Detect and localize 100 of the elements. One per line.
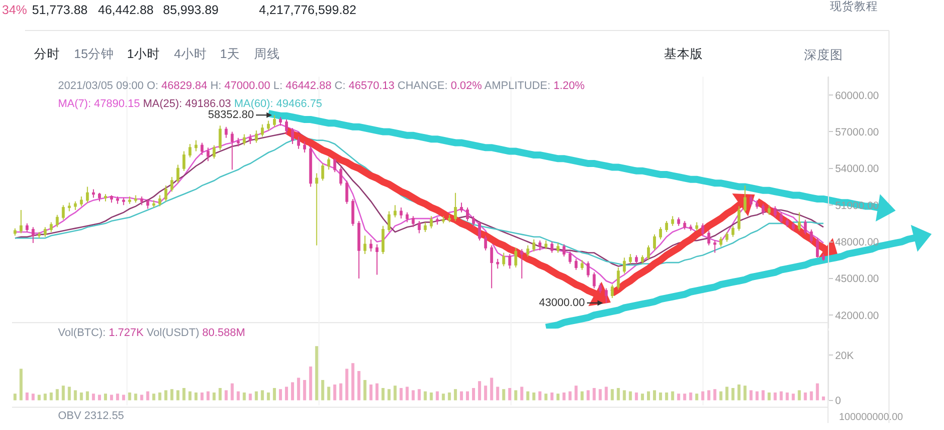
bar bbox=[622, 390, 626, 400]
candlestick bbox=[810, 229, 813, 244]
bar bbox=[490, 378, 494, 400]
candlestick bbox=[104, 194, 107, 202]
bar bbox=[128, 392, 132, 400]
bar bbox=[756, 391, 759, 400]
candlestick bbox=[110, 194, 113, 204]
candlestick bbox=[532, 238, 536, 252]
bar bbox=[683, 394, 686, 400]
candlestick bbox=[200, 142, 204, 156]
bar bbox=[26, 392, 29, 400]
bar bbox=[278, 389, 282, 400]
bar bbox=[792, 394, 795, 400]
bar bbox=[394, 386, 397, 400]
y-tick-label: 45000.00 bbox=[835, 273, 880, 286]
text: OBV 2312.55 bbox=[58, 410, 124, 422]
candlestick bbox=[394, 204, 397, 218]
candlestick bbox=[725, 231, 728, 242]
bar bbox=[768, 392, 771, 400]
candlestick bbox=[158, 194, 162, 207]
candlestick bbox=[568, 251, 572, 264]
bar bbox=[750, 390, 753, 400]
annotation: 58352.80 bbox=[208, 109, 254, 121]
bar bbox=[170, 389, 174, 400]
bar bbox=[20, 368, 23, 400]
candlestick bbox=[634, 254, 638, 264]
bar bbox=[188, 391, 192, 400]
y-tick-label: 0 bbox=[835, 395, 842, 408]
candlestick bbox=[140, 196, 144, 206]
bar bbox=[562, 392, 566, 400]
candlestick bbox=[38, 231, 41, 239]
candlestick bbox=[544, 240, 548, 250]
bar bbox=[406, 386, 409, 400]
bar bbox=[242, 392, 246, 400]
candlestick bbox=[798, 212, 801, 232]
candlestick bbox=[376, 244, 378, 276]
bar bbox=[430, 392, 433, 400]
bar bbox=[284, 386, 288, 400]
bar bbox=[460, 391, 463, 400]
bar bbox=[122, 394, 126, 400]
candlestick bbox=[786, 218, 789, 228]
candlestick bbox=[44, 226, 47, 238]
bar bbox=[616, 388, 620, 400]
candlestick bbox=[756, 200, 759, 210]
bar bbox=[502, 389, 506, 400]
candlestick bbox=[68, 202, 71, 212]
bar bbox=[327, 386, 330, 400]
text: 现货教程 bbox=[830, 0, 878, 13]
bar bbox=[104, 394, 108, 400]
text: 1小时 bbox=[127, 47, 160, 61]
candlestick bbox=[92, 188, 95, 198]
candlestick bbox=[206, 147, 210, 162]
candlestick bbox=[321, 163, 324, 182]
text: 85,993.89 bbox=[163, 3, 219, 17]
text: MA(25): 49186.03 bbox=[143, 98, 232, 110]
candlestick bbox=[315, 172, 318, 246]
candlestick bbox=[254, 130, 258, 144]
bar bbox=[695, 394, 698, 400]
bar bbox=[574, 386, 578, 400]
candlestick bbox=[285, 119, 288, 135]
candlestick bbox=[134, 194, 138, 204]
bar bbox=[339, 383, 342, 400]
bar bbox=[260, 390, 264, 400]
candlestick bbox=[731, 225, 734, 238]
candlestick bbox=[526, 244, 530, 257]
bar bbox=[303, 380, 306, 400]
bar bbox=[701, 391, 704, 400]
text: 51,773.88 bbox=[32, 3, 88, 17]
text: MA(7): 47890.15 bbox=[58, 98, 140, 110]
candlestick bbox=[822, 253, 825, 262]
candlestick bbox=[351, 198, 354, 226]
candlestick bbox=[260, 124, 264, 138]
candlestick bbox=[242, 134, 246, 146]
candlestick bbox=[641, 254, 644, 264]
bar bbox=[62, 386, 65, 400]
candlestick bbox=[448, 214, 451, 223]
bar bbox=[248, 394, 252, 400]
bar bbox=[212, 392, 216, 400]
bar bbox=[804, 392, 807, 400]
y-tick-label: 20K bbox=[835, 350, 854, 362]
text: MA(60): 49466.75 bbox=[234, 98, 322, 110]
bar bbox=[291, 382, 294, 400]
bar bbox=[731, 388, 734, 400]
candlestick bbox=[707, 230, 710, 246]
candlestick bbox=[297, 136, 300, 150]
text: 34% bbox=[2, 3, 28, 17]
bar bbox=[74, 390, 77, 400]
candlestick bbox=[400, 207, 403, 220]
candlestick bbox=[508, 253, 512, 270]
bar bbox=[798, 390, 801, 400]
candlestick bbox=[610, 284, 614, 298]
bar bbox=[400, 388, 403, 400]
bar bbox=[369, 384, 372, 400]
candlestick bbox=[345, 180, 348, 204]
bar bbox=[388, 389, 391, 400]
candlestick bbox=[514, 247, 518, 268]
candlestick bbox=[218, 125, 222, 151]
y-tick-label: 42000.00 bbox=[835, 310, 880, 322]
candlestick bbox=[616, 266, 620, 290]
bar bbox=[442, 394, 445, 400]
